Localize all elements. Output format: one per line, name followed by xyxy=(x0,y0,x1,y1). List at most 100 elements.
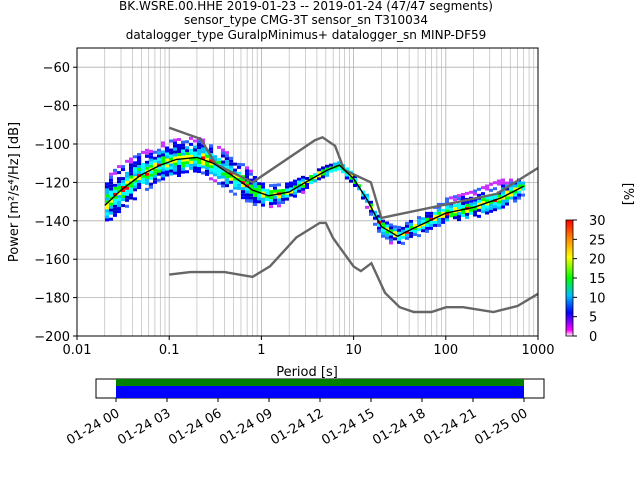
density-cell xyxy=(405,233,409,237)
density-cell xyxy=(137,174,141,178)
density-cell xyxy=(381,219,385,223)
density-cell xyxy=(205,154,209,158)
density-cell xyxy=(321,169,325,173)
density-cell xyxy=(113,207,117,211)
density-cell xyxy=(225,181,229,185)
density-cell xyxy=(245,181,249,185)
density-cell xyxy=(497,194,501,198)
density-cell xyxy=(373,210,377,214)
density-cell xyxy=(165,146,169,150)
density-cell xyxy=(233,183,237,187)
density-cell xyxy=(193,166,197,170)
density-cell xyxy=(401,235,405,239)
density-cell xyxy=(345,173,349,177)
density-cell xyxy=(289,190,293,194)
density-cell xyxy=(477,214,481,218)
density-cell xyxy=(229,177,233,181)
density-cell xyxy=(429,211,433,215)
density-cell xyxy=(205,163,209,167)
density-cell xyxy=(409,234,413,238)
density-cell xyxy=(157,160,161,164)
density-cell xyxy=(153,168,157,172)
density-cell xyxy=(157,151,161,155)
density-cell xyxy=(105,203,109,207)
density-cell xyxy=(385,224,389,228)
density-cell xyxy=(113,189,117,193)
density-cell xyxy=(133,185,137,189)
density-cell xyxy=(149,185,153,189)
density-cell xyxy=(517,190,521,194)
density-cell xyxy=(289,181,293,185)
density-cell xyxy=(209,159,213,163)
density-cell xyxy=(221,172,225,176)
colorbar-tick-label: 20 xyxy=(589,253,606,268)
density-cell xyxy=(521,187,525,191)
density-cell xyxy=(277,183,281,187)
density-cell xyxy=(245,196,249,200)
density-cell xyxy=(301,184,305,188)
density-cell xyxy=(273,183,277,187)
density-cell xyxy=(309,175,313,179)
timeline-tick-label: 01-24 03 xyxy=(115,406,173,448)
density-cell xyxy=(193,154,197,158)
density-cell xyxy=(109,202,113,206)
density-cell xyxy=(453,207,457,211)
density-cell xyxy=(245,172,249,176)
density-cell xyxy=(421,229,425,233)
density-cell xyxy=(497,203,501,207)
density-cell xyxy=(481,210,485,214)
density-cell xyxy=(237,171,241,175)
density-cell xyxy=(129,193,133,197)
density-cell xyxy=(217,145,221,149)
density-cell xyxy=(449,211,453,215)
density-cell xyxy=(393,225,397,229)
density-cell xyxy=(385,236,389,240)
noise-model-nhnm xyxy=(168,126,538,220)
y-axis-label: Power [m²/s⁴/Hz] [dB] xyxy=(7,122,22,262)
density-cell xyxy=(117,192,121,196)
density-cell xyxy=(425,226,429,230)
density-cell xyxy=(125,189,129,193)
density-cell xyxy=(285,197,289,201)
density-cell xyxy=(365,193,369,197)
density-cell xyxy=(293,182,297,186)
density-cell xyxy=(397,240,401,244)
density-cell xyxy=(229,159,233,163)
density-cell xyxy=(165,164,169,168)
x-tick-label: 10 xyxy=(345,343,362,358)
density-cell xyxy=(377,214,381,218)
density-cell xyxy=(393,228,397,232)
density-cell xyxy=(229,165,233,169)
density-cell xyxy=(149,182,153,186)
density-cell xyxy=(485,199,489,203)
density-cell xyxy=(165,173,169,177)
density-cell xyxy=(149,152,153,156)
density-cell xyxy=(425,211,429,215)
density-cell xyxy=(301,175,305,179)
density-cell xyxy=(165,167,169,171)
density-cell xyxy=(185,146,189,150)
density-cell xyxy=(109,208,113,212)
density-cell xyxy=(113,213,117,217)
density-cell xyxy=(133,176,137,180)
density-cell xyxy=(181,161,185,165)
density-cell xyxy=(505,190,509,194)
density-cell xyxy=(117,210,121,214)
density-cell xyxy=(197,158,201,162)
density-cell xyxy=(197,164,201,168)
density-cell xyxy=(353,174,357,178)
density-cell xyxy=(433,214,437,218)
density-cell xyxy=(241,163,245,167)
density-cell xyxy=(105,182,109,186)
density-cell xyxy=(453,204,457,208)
density-cell xyxy=(117,207,121,211)
density-cell xyxy=(181,140,185,144)
density-cell xyxy=(117,198,121,202)
density-cell xyxy=(213,155,217,159)
density-cell xyxy=(393,231,397,235)
density-cell xyxy=(261,197,265,201)
density-cell xyxy=(269,199,273,203)
density-cell xyxy=(433,217,437,221)
density-cell xyxy=(125,171,129,175)
timeline-tick-label: 01-24 15 xyxy=(319,406,377,448)
